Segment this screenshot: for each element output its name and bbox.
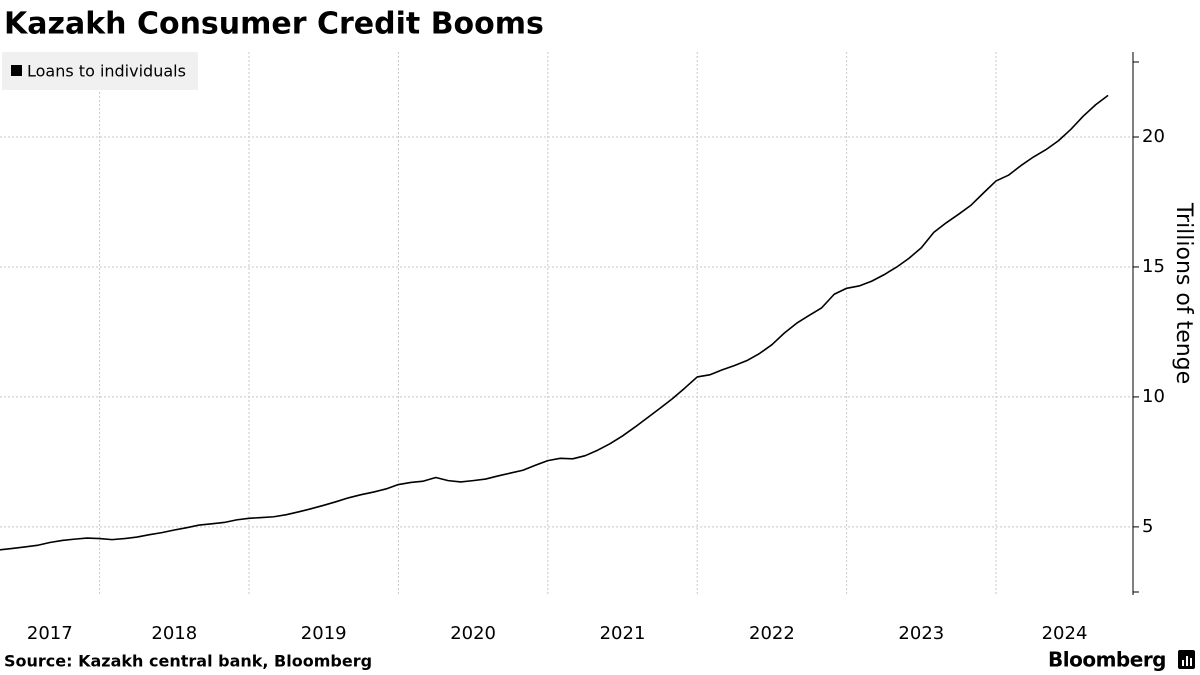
brand-icon xyxy=(1178,650,1195,669)
x-tick-label: 2017 xyxy=(27,623,73,644)
legend-label: Loans to individuals xyxy=(27,62,186,81)
brand-icon-bar xyxy=(1186,656,1188,666)
x-tick-label: 2021 xyxy=(600,623,646,644)
brand-icon-bar xyxy=(1182,660,1184,666)
legend-box xyxy=(2,52,198,90)
y-tick-label: 20 xyxy=(1142,126,1165,147)
source: Source: Kazakh central bank, Bloomberg xyxy=(4,652,372,671)
y-axis-title: Trillions of tenge xyxy=(1171,202,1196,384)
y-tick-label: 15 xyxy=(1142,256,1165,277)
x-tick-label: 2019 xyxy=(301,623,347,644)
legend-swatch xyxy=(11,65,22,76)
y-tick-label: 5 xyxy=(1142,516,1153,537)
brand: Bloomberg xyxy=(1048,648,1166,672)
chart-title: Kazakh Consumer Credit Booms xyxy=(4,7,544,42)
x-tick-label: 2024 xyxy=(1042,623,1088,644)
brand-icon-bar xyxy=(1190,658,1192,666)
x-tick-label: 2023 xyxy=(898,623,944,644)
x-tick-label: 2020 xyxy=(450,623,496,644)
legend: Loans to individuals xyxy=(2,52,198,90)
data-line xyxy=(0,94,1109,551)
x-tick-label: 2018 xyxy=(151,623,197,644)
x-tick-label: 2022 xyxy=(749,623,795,644)
y-tick-label: 10 xyxy=(1142,386,1165,407)
